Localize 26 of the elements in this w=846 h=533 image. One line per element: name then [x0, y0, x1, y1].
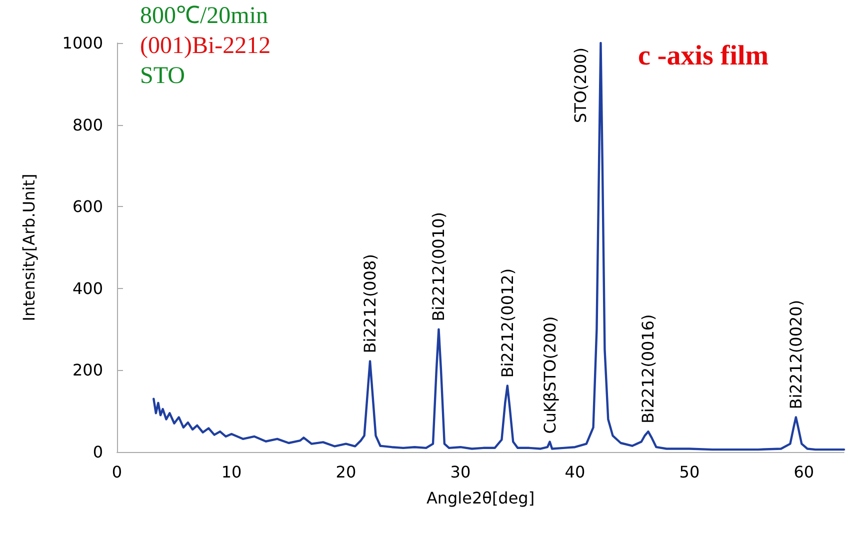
text: 800℃/20min: [140, 3, 268, 29]
y-tick-label: 0: [92, 442, 103, 462]
x-tick-label: 60: [794, 462, 814, 482]
x-tick-label: 30: [450, 462, 471, 482]
annotation: c -axis film: [638, 40, 769, 72]
annotation: (001)Bi-2212: [140, 33, 271, 59]
y-axis-title: Intensity[Arb.Unit]: [20, 174, 38, 322]
y-tick-label: 200: [72, 360, 103, 380]
annotation: Bi2212(0020): [786, 300, 806, 410]
annotation: CuKβSTO(200): [540, 316, 560, 434]
x-tick-label: 50: [679, 462, 700, 482]
x-tick-label: 20: [336, 462, 356, 482]
x-tick-label: 0: [112, 462, 122, 482]
annotation: STO: [140, 63, 185, 89]
y-tick-label: 1000: [62, 34, 103, 52]
x-tick-label: 40: [564, 462, 586, 482]
x-tick-label: 10: [221, 462, 242, 482]
annotation: Bi2212(0012): [498, 268, 517, 378]
annotation: STO(200): [571, 47, 590, 123]
y-tick-label: 400: [72, 278, 103, 298]
x-axis-title: Angle2θ[deg]: [426, 488, 535, 508]
annotation: Bi2212(0010): [429, 212, 448, 322]
annotation: Bi2212(008): [360, 254, 380, 354]
annotation: Bi2212(0016): [638, 314, 658, 424]
y-tick-label: 600: [72, 197, 103, 216]
y-tick-label: 800: [72, 115, 103, 134]
